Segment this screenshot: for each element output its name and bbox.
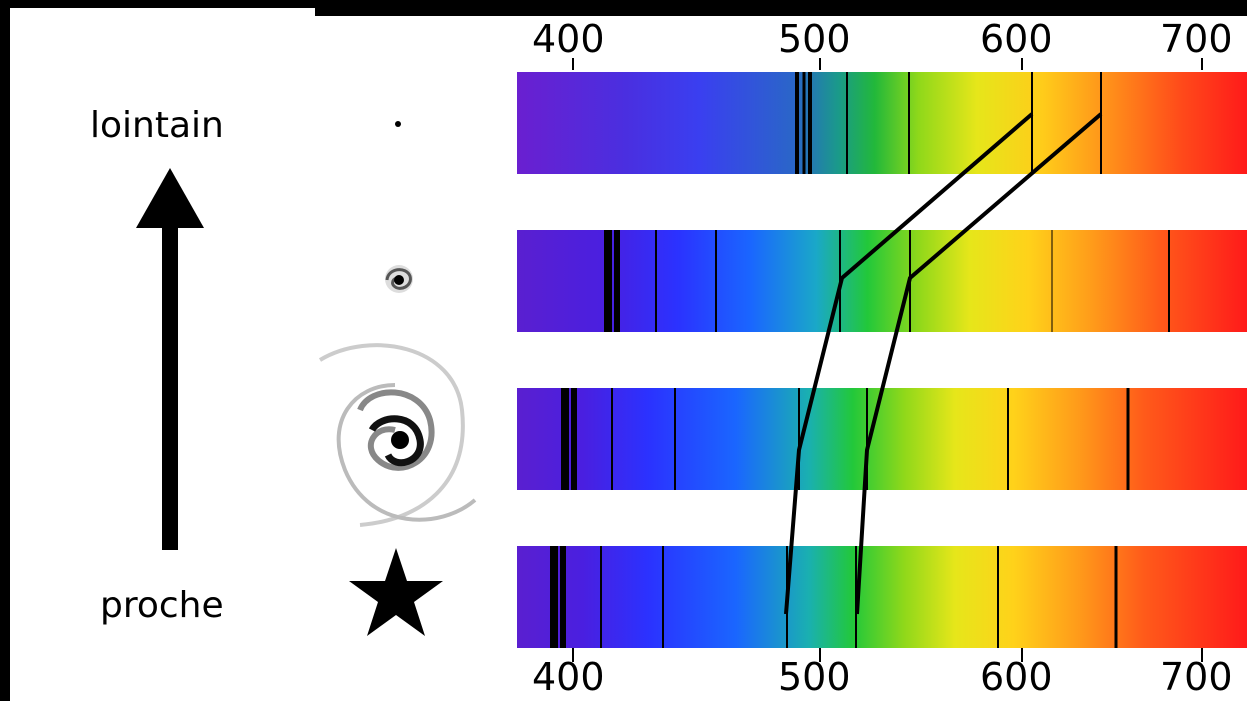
label-near: proche (100, 585, 224, 626)
top-tick-700: 700 (1160, 17, 1233, 61)
large-spiral-galaxy-icon (318, 343, 477, 527)
spectrum-bar-far (517, 230, 1247, 332)
spectrum-bar-nearest (517, 546, 1247, 648)
redshift-line-halpha (855, 112, 1103, 615)
label-far: lointain (90, 105, 224, 146)
absorption-lines-farthest (795, 72, 1102, 174)
redshift-line-hbeta (784, 112, 1034, 615)
top-border (315, 0, 1247, 16)
bottom-tick-marks (572, 648, 1203, 662)
star-icon (349, 548, 443, 636)
absorption-lines-far (604, 230, 1170, 332)
bottom-tick-700: 700 (1160, 655, 1233, 699)
small-spiral-galaxy-icon (385, 265, 413, 293)
top-tick-600: 600 (980, 17, 1053, 61)
bottom-tick-400: 400 (532, 655, 605, 699)
bottom-tick-500: 500 (778, 655, 851, 699)
spectrum-bar-farthest (517, 72, 1247, 174)
distance-arrow (136, 168, 204, 550)
top-tick-500: 500 (778, 17, 851, 61)
top-tick-400: 400 (532, 17, 605, 61)
bottom-tick-600: 600 (980, 655, 1053, 699)
spectrum-bar-near (517, 388, 1247, 490)
tiny-galaxy-icon (395, 121, 401, 127)
absorption-lines-nearest (550, 546, 1118, 648)
top-tick-marks (572, 58, 1203, 70)
